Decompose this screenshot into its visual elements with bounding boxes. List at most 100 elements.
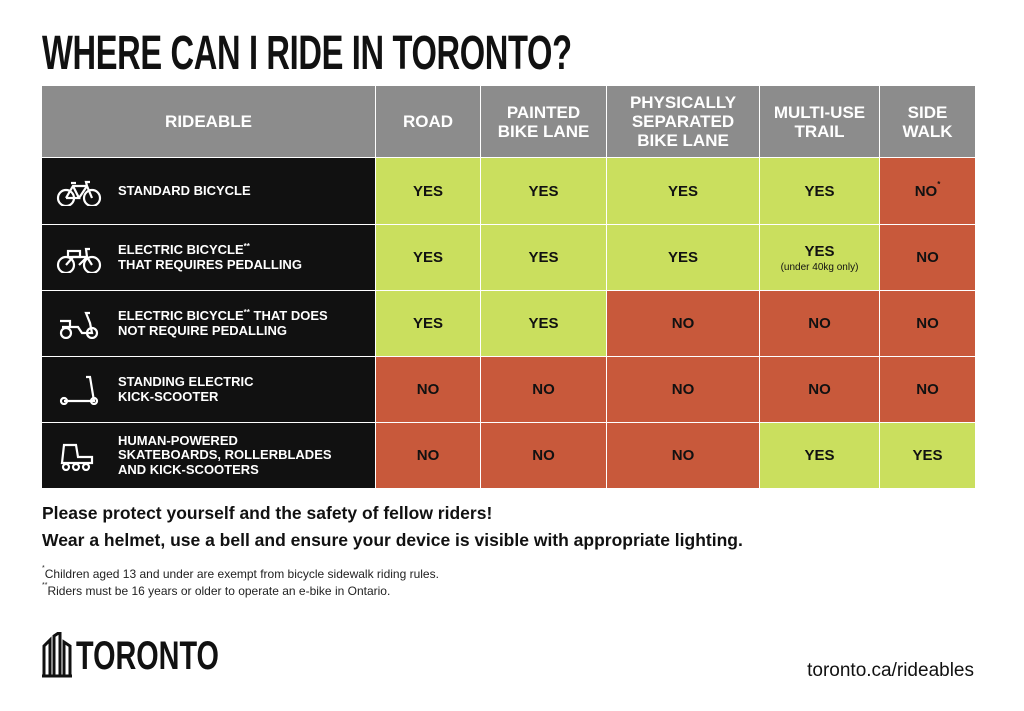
label-text: NOT REQUIRE PEDALLING xyxy=(118,322,288,338)
icon xyxy=(59,375,99,405)
cell-text: NO xyxy=(671,315,695,332)
column-header: PHYSICALLY SEPARATED BIKE LANE xyxy=(607,86,760,158)
row-label: ELECTRIC BICYCLE** THAT DOES NOT REQUIRE … xyxy=(42,291,376,357)
url: toronto.ca/rideables xyxy=(807,660,974,681)
cell-text: YES xyxy=(528,182,559,200)
cell-note: (under 40kg only) xyxy=(780,261,859,273)
footnote: **Riders must be 16 years or older to op… xyxy=(42,582,390,598)
label-line: ELECTRIC BICYCLE** xyxy=(118,242,250,258)
cell-value: NO xyxy=(916,249,939,266)
cell-text: NO xyxy=(916,381,939,398)
cell: YES xyxy=(376,225,481,291)
cell-value: NO xyxy=(532,447,555,464)
cell-value: NO xyxy=(916,381,939,398)
cell-value: NO xyxy=(808,315,831,332)
logo-text: TORONTO xyxy=(76,634,219,678)
cell-value: YES xyxy=(668,183,698,200)
label-text: SKATEBOARDS, ROLLERBLADES xyxy=(118,447,332,463)
row-label: STANDING ELECTRIC KICK-SCOOTER xyxy=(42,357,376,423)
label-text: KICK-SCOOTER xyxy=(118,388,219,404)
cell-text: NO xyxy=(914,182,938,200)
cell-text: YES xyxy=(412,182,443,200)
cell: YES xyxy=(481,225,607,291)
cell-value: NO xyxy=(916,315,939,332)
cell-value: NO xyxy=(417,381,440,398)
cell: YES xyxy=(376,158,481,225)
cell-value: YES xyxy=(912,447,942,464)
cell-value: NO xyxy=(417,447,440,464)
row-label: STANDARD BICYCLE xyxy=(42,158,376,225)
cell: NO xyxy=(760,357,880,423)
label-text: AND KICK-SCOOTERS xyxy=(118,461,259,477)
cell-text: NO xyxy=(532,381,555,398)
cell-text: NO xyxy=(671,381,695,398)
cell: YES xyxy=(607,158,760,225)
label-text: ELECTRIC BICYCLE xyxy=(118,308,244,323)
cell: YES (under 40kg only) xyxy=(760,225,880,291)
cell-text: YES xyxy=(804,447,835,464)
cell: NO xyxy=(481,357,607,423)
cell-value: NO xyxy=(672,447,695,464)
cell-value: NO* xyxy=(914,180,941,200)
icon xyxy=(59,311,99,339)
cell: YES xyxy=(376,291,481,357)
cell: NO xyxy=(880,225,976,291)
column-header: SIDE WALK xyxy=(880,86,976,158)
label-text: STANDING ELECTRIC xyxy=(118,374,254,389)
label-text: THAT DOES xyxy=(249,308,328,323)
cell-text: YES xyxy=(912,447,943,464)
cell-value: NO xyxy=(672,381,695,398)
label-line: STANDARD BICYCLE xyxy=(118,183,251,199)
footnote-text: Children aged 13 and under are exempt fr… xyxy=(44,567,439,581)
cell-text: YES xyxy=(667,182,698,200)
cell-value: NO xyxy=(672,315,695,332)
cell-text: YES xyxy=(667,249,698,266)
superscript: ** xyxy=(243,242,250,251)
label-line: STANDING ELECTRIC xyxy=(118,374,254,390)
row-label: ELECTRIC BICYCLE** THAT REQUIRES PEDALLIN… xyxy=(42,225,376,291)
label-line: SKATEBOARDS, ROLLERBLADES xyxy=(118,448,332,463)
icon xyxy=(60,443,94,471)
cell: YES xyxy=(481,291,607,357)
cell-value: YES xyxy=(668,249,698,266)
cell-text: YES xyxy=(412,315,443,332)
label-line: ELECTRIC BICYCLE** THAT DOES xyxy=(118,308,328,324)
logo-icon xyxy=(42,632,72,678)
column-header: ROAD xyxy=(376,86,481,158)
cell-text: NO xyxy=(416,381,440,398)
cell-text: NO xyxy=(671,447,695,464)
message: Wear a helmet, use a bell and ensure you… xyxy=(42,530,743,550)
footnote-mark: * xyxy=(42,565,45,572)
cell: NO xyxy=(607,357,760,423)
title: WHERE CAN I RIDE IN TORONTO? xyxy=(42,27,572,80)
footnote: *Children aged 13 and under are exempt f… xyxy=(42,565,439,581)
cell-text: YES xyxy=(528,249,559,266)
label-line: NOT REQUIRE PEDALLING xyxy=(118,322,288,339)
cell-text: NO xyxy=(916,315,939,332)
label-line: HUMAN-POWERED xyxy=(118,432,238,449)
message: Please protect yourself and the safety o… xyxy=(42,503,493,523)
superscript: ** xyxy=(243,308,250,317)
cell: YES xyxy=(880,423,976,489)
column-header: RIDEABLE xyxy=(42,86,376,158)
cell-value: YES xyxy=(528,183,558,200)
cell: NO xyxy=(880,291,976,357)
icon xyxy=(56,180,102,206)
cell-text: YES xyxy=(804,242,835,260)
cell: NO xyxy=(607,423,760,489)
cell: YES xyxy=(607,225,760,291)
cell: NO xyxy=(481,423,607,489)
label-text: HUMAN-POWERED xyxy=(118,432,238,448)
cell-value: NO xyxy=(808,381,831,398)
cell-text: NO xyxy=(532,447,555,464)
cell-value: YES xyxy=(804,243,834,260)
cell-value: YES xyxy=(413,183,443,200)
cell-value: YES xyxy=(804,447,834,464)
cell-text: YES xyxy=(804,182,835,200)
cell-value: YES xyxy=(413,315,443,332)
label-text: THAT REQUIRES PEDALLING xyxy=(118,256,302,272)
cell-text: YES xyxy=(528,315,559,332)
cell-value: YES xyxy=(804,183,834,200)
cell: NO xyxy=(880,357,976,423)
